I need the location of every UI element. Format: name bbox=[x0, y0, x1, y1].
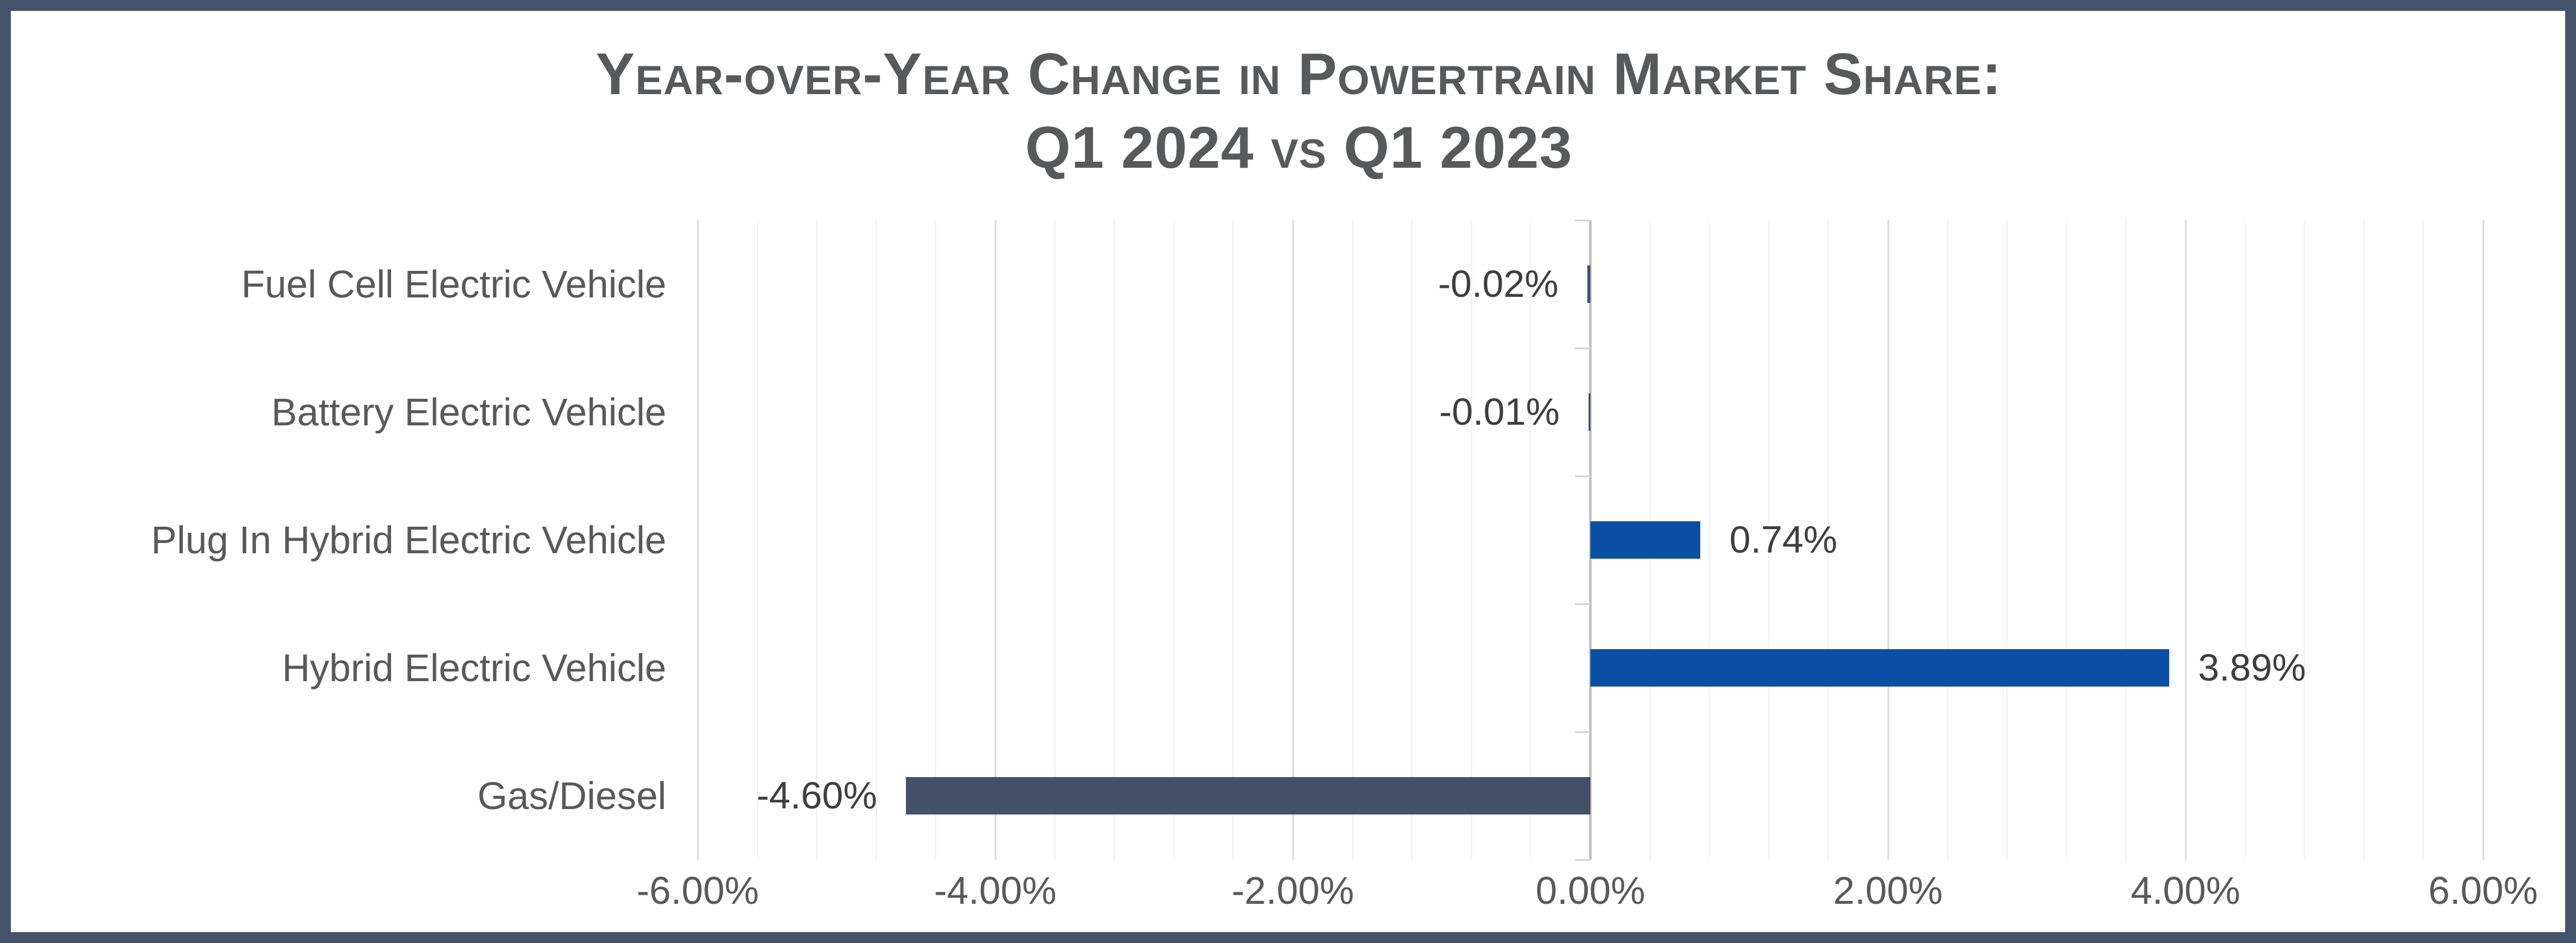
category-label: Battery Electric Vehicle bbox=[271, 390, 667, 434]
gridline-minor bbox=[1054, 220, 1056, 860]
gridline-minor bbox=[816, 220, 818, 860]
gridline-minor bbox=[2006, 220, 2008, 860]
gridline-minor bbox=[875, 220, 877, 860]
chart-title: Year-over-Year Change in Powertrain Mark… bbox=[11, 37, 2565, 185]
x-axis-tick-label: -4.00% bbox=[934, 869, 1057, 912]
bar-value-label: -0.01% bbox=[1439, 391, 1560, 433]
bar-value-label: -0.02% bbox=[1438, 263, 1559, 305]
category-axis-tick bbox=[1575, 603, 1590, 605]
gridline-minor bbox=[1351, 220, 1353, 860]
gridline-minor bbox=[1530, 220, 1532, 860]
bar bbox=[1590, 649, 2169, 687]
gridline-minor bbox=[2125, 220, 2127, 860]
x-axis-tick-label: 2.00% bbox=[1833, 869, 1943, 912]
gridline-minor bbox=[756, 220, 758, 860]
gridline-minor bbox=[1709, 220, 1710, 860]
bar-value-label: 3.89% bbox=[2198, 647, 2306, 689]
gridline-minor bbox=[1470, 220, 1472, 860]
gridline-major bbox=[697, 220, 699, 860]
category-axis-tick bbox=[1575, 347, 1590, 349]
gridline-minor bbox=[1173, 220, 1175, 860]
gridline-minor bbox=[2244, 220, 2246, 860]
x-axis-tick-label: 4.00% bbox=[2131, 869, 2240, 912]
chart-title-line2: Q1 2024 vs Q1 2023 bbox=[1025, 115, 1573, 181]
gridline-minor bbox=[2065, 220, 2067, 860]
category-label: Plug In Hybrid Electric Vehicle bbox=[151, 518, 666, 562]
category-label: Gas/Diesel bbox=[477, 774, 666, 818]
x-axis-tick-label: 0.00% bbox=[1535, 869, 1645, 912]
bar bbox=[906, 777, 1590, 814]
gridline-minor bbox=[1114, 220, 1115, 860]
category-axis-tick bbox=[1575, 859, 1590, 861]
gridline-minor bbox=[1828, 220, 1829, 860]
gridline-minor bbox=[1232, 220, 1234, 860]
bar bbox=[1589, 393, 1590, 431]
bar-value-label: 0.74% bbox=[1729, 519, 1838, 561]
x-axis-tick-label: -6.00% bbox=[636, 869, 759, 912]
gridline-minor bbox=[2304, 220, 2306, 860]
gridline-minor bbox=[2363, 220, 2365, 860]
category-axis-tick bbox=[1575, 731, 1590, 733]
bar bbox=[1587, 265, 1590, 303]
x-axis-tick-label: 6.00% bbox=[2428, 869, 2538, 912]
category-label: Fuel Cell Electric Vehicle bbox=[241, 262, 666, 306]
category-label: Hybrid Electric Vehicle bbox=[282, 646, 666, 690]
gridline-minor bbox=[935, 220, 937, 860]
gridline-major bbox=[994, 220, 996, 860]
gridline-minor bbox=[1411, 220, 1413, 860]
gridline-minor bbox=[2423, 220, 2425, 860]
gridline-major bbox=[1292, 220, 1294, 860]
gridline-major bbox=[1887, 220, 1889, 860]
gridline-major bbox=[2482, 220, 2484, 860]
gridline-minor bbox=[1768, 220, 1770, 860]
x-axis-tick-label: -2.00% bbox=[1231, 869, 1354, 912]
category-axis-tick bbox=[1575, 475, 1590, 477]
category-axis-tick bbox=[1575, 219, 1590, 221]
gridline-major bbox=[2184, 220, 2187, 860]
bar bbox=[1590, 521, 1701, 559]
bar-value-label: -4.60% bbox=[756, 775, 878, 817]
gridline-minor bbox=[1946, 220, 1948, 860]
chart-title-line1: Year-over-Year Change in Powertrain Mark… bbox=[596, 41, 2002, 107]
